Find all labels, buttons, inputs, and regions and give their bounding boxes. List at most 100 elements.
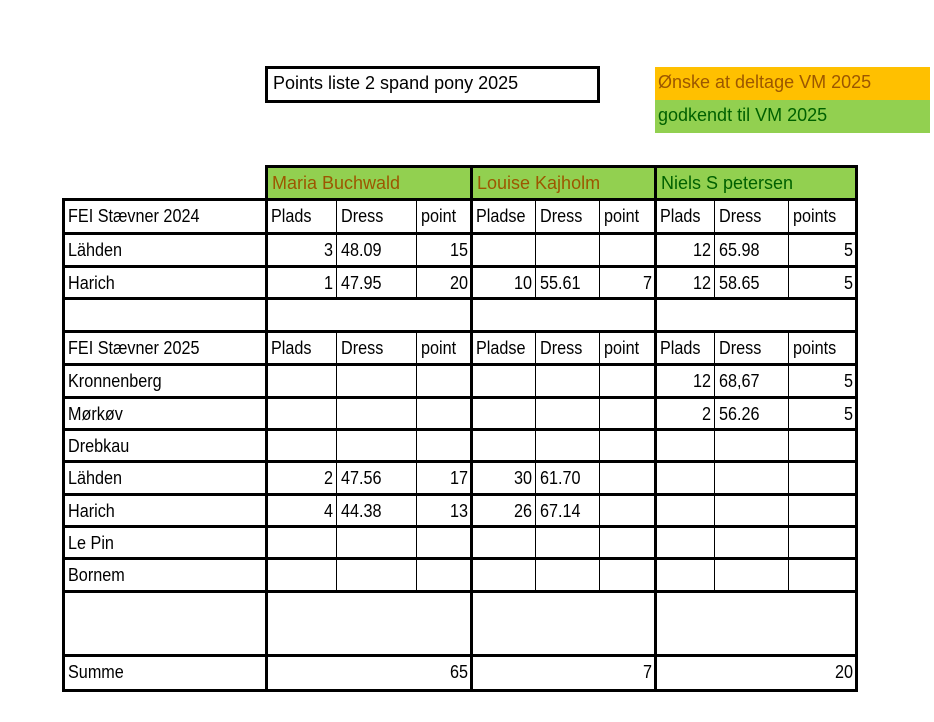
sheet-title[interactable]: Points liste 2 spand pony 2025	[265, 66, 600, 103]
table-cell[interactable]: 20	[416, 266, 473, 300]
rider-name-header[interactable]: Maria Buchwald	[265, 165, 473, 201]
column-header[interactable]: Pladse	[471, 199, 537, 235]
table-cell[interactable]: 4	[266, 494, 338, 528]
column-header[interactable]: Plads	[655, 199, 716, 235]
event-name-cell[interactable]: Kronnenberg	[63, 364, 268, 399]
table-cell[interactable]: 55.61	[535, 266, 601, 300]
table-cell[interactable]	[714, 429, 790, 463]
blank-cell[interactable]	[63, 591, 268, 657]
rider-name-header[interactable]: Louise Kajholm	[470, 165, 657, 201]
table-cell[interactable]	[336, 397, 418, 431]
table-cell[interactable]	[599, 461, 657, 496]
table-cell[interactable]: 30	[471, 461, 537, 496]
table-cell[interactable]	[416, 429, 473, 463]
summary-total-cell[interactable]: 65	[266, 655, 473, 692]
table-cell[interactable]: 7	[599, 266, 657, 300]
table-cell[interactable]: 2	[266, 461, 338, 496]
table-cell[interactable]	[599, 558, 657, 593]
table-cell[interactable]: 68,67	[714, 364, 790, 399]
table-cell[interactable]: 15	[416, 233, 473, 268]
table-cell[interactable]: 61.70	[535, 461, 601, 496]
table-cell[interactable]	[535, 233, 601, 268]
table-cell[interactable]: 13	[416, 494, 473, 528]
table-cell[interactable]: 5	[788, 266, 858, 300]
table-cell[interactable]	[336, 558, 418, 593]
table-cell[interactable]: 5	[788, 233, 858, 268]
table-cell[interactable]	[535, 364, 601, 399]
table-cell[interactable]	[336, 429, 418, 463]
table-cell[interactable]: 67.14	[535, 494, 601, 528]
column-header[interactable]: points	[788, 331, 858, 366]
table-cell[interactable]: 47.95	[336, 266, 418, 300]
column-header[interactable]: point	[416, 199, 473, 235]
table-cell[interactable]	[655, 494, 716, 528]
column-header[interactable]: Plads	[655, 331, 716, 366]
table-cell[interactable]	[788, 461, 858, 496]
table-cell[interactable]: 47.56	[336, 461, 418, 496]
section-header[interactable]: FEI Stævner 2024	[63, 199, 268, 235]
blank-cell[interactable]	[266, 591, 473, 657]
table-cell[interactable]	[788, 526, 858, 560]
table-cell[interactable]: 10	[471, 266, 537, 300]
blank-cell[interactable]	[655, 591, 858, 657]
column-header[interactable]: points	[788, 199, 858, 235]
event-name-cell[interactable]: Mørkøv	[63, 397, 268, 431]
summary-total-cell[interactable]: 7	[471, 655, 657, 692]
event-name-cell[interactable]: Lähden	[63, 233, 268, 268]
table-cell[interactable]	[416, 397, 473, 431]
table-cell[interactable]: 12	[655, 364, 716, 399]
table-cell[interactable]: 58.65	[714, 266, 790, 300]
summary-total-cell[interactable]: 20	[655, 655, 858, 692]
event-name-cell[interactable]: Lähden	[63, 461, 268, 496]
table-cell[interactable]	[266, 429, 338, 463]
table-cell[interactable]: 44.38	[336, 494, 418, 528]
table-cell[interactable]	[788, 429, 858, 463]
table-cell[interactable]: 3	[266, 233, 338, 268]
column-header[interactable]: point	[599, 331, 657, 366]
table-cell[interactable]	[336, 364, 418, 399]
table-cell[interactable]	[714, 461, 790, 496]
table-cell[interactable]: 65.98	[714, 233, 790, 268]
table-cell[interactable]: 5	[788, 397, 858, 431]
blank-cell[interactable]	[266, 298, 473, 333]
column-header[interactable]: Dress	[336, 331, 418, 366]
blank-cell[interactable]	[471, 298, 657, 333]
table-cell[interactable]	[471, 526, 537, 560]
table-cell[interactable]	[788, 494, 858, 528]
table-cell[interactable]: 2	[655, 397, 716, 431]
table-cell[interactable]: 17	[416, 461, 473, 496]
blank-cell[interactable]	[471, 591, 657, 657]
blank-cell[interactable]	[655, 298, 858, 333]
legend-approved[interactable]: godkendt til VM 2025	[655, 100, 930, 133]
table-cell[interactable]	[714, 494, 790, 528]
column-header[interactable]: point	[599, 199, 657, 235]
table-cell[interactable]: 56.26	[714, 397, 790, 431]
table-cell[interactable]: 12	[655, 233, 716, 268]
table-cell[interactable]	[416, 526, 473, 560]
summary-label[interactable]: Summe	[63, 655, 268, 692]
column-header[interactable]: Dress	[535, 331, 601, 366]
legend-wish-to-participate[interactable]: Ønske at deltage VM 2025	[655, 67, 930, 100]
table-cell[interactable]	[266, 526, 338, 560]
table-cell[interactable]	[471, 364, 537, 399]
table-cell[interactable]	[266, 364, 338, 399]
table-cell[interactable]: 12	[655, 266, 716, 300]
table-cell[interactable]	[655, 461, 716, 496]
event-name-cell[interactable]: Bornem	[63, 558, 268, 593]
table-cell[interactable]	[599, 233, 657, 268]
column-header[interactable]: Plads	[266, 199, 338, 235]
table-cell[interactable]	[599, 494, 657, 528]
table-cell[interactable]	[535, 397, 601, 431]
table-cell[interactable]	[471, 558, 537, 593]
rider-name-header[interactable]: Niels S petersen	[654, 165, 858, 201]
table-cell[interactable]	[416, 364, 473, 399]
table-cell[interactable]	[266, 558, 338, 593]
column-header[interactable]: Dress	[714, 199, 790, 235]
table-cell[interactable]	[714, 558, 790, 593]
table-cell[interactable]	[599, 526, 657, 560]
table-cell[interactable]	[266, 397, 338, 431]
table-cell[interactable]	[599, 397, 657, 431]
table-cell[interactable]	[336, 526, 418, 560]
column-header[interactable]: Pladse	[471, 331, 537, 366]
table-cell[interactable]	[471, 397, 537, 431]
